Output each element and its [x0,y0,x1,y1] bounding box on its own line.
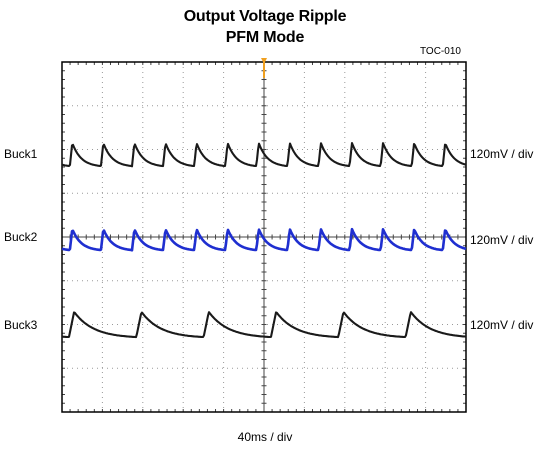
chart-subtitle: PFM Mode [225,29,305,46]
trigger-arrow [261,58,267,64]
markers [261,58,267,78]
traces [61,142,467,339]
trace-buck3 [61,311,467,339]
trace-buck1 [61,142,467,168]
trace-buck2 [61,227,467,252]
time-scale-label: 40ms / div [237,430,293,444]
figure-id: TOC-010 [420,46,461,57]
channel-scale-buck1: 120mV / div [470,147,534,161]
channel-scale-buck2: 120mV / div [470,233,534,247]
channel-label-buck3: Buck3 [4,318,38,332]
chart-title: Output Voltage Ripple [183,8,347,25]
channel-label-buck1: Buck1 [4,147,38,161]
grid [61,61,467,413]
channel-scale-buck3: 120mV / div [470,318,534,332]
channel-label-buck2: Buck2 [4,230,38,244]
